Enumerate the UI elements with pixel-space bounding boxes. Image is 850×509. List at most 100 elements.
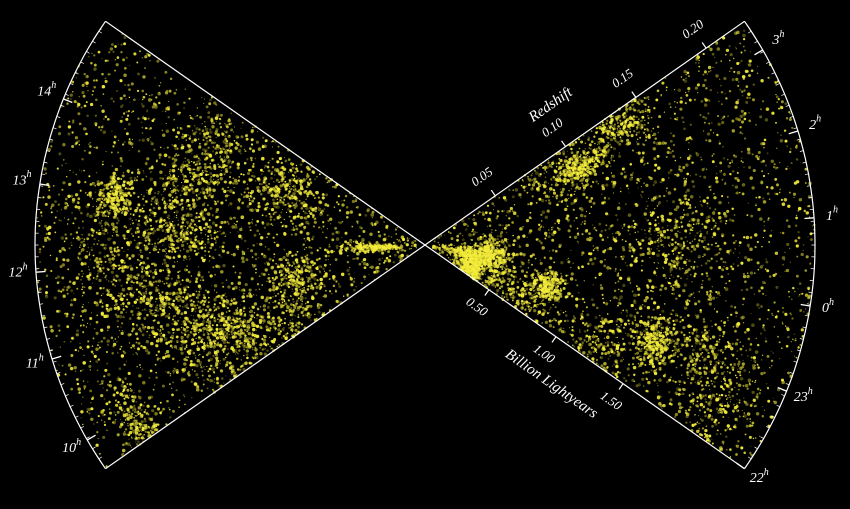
- galaxy-point: [389, 255, 391, 257]
- galaxy-point: [260, 236, 263, 239]
- galaxy-point: [239, 346, 241, 348]
- galaxy-point: [93, 86, 96, 89]
- galaxy-point: [215, 296, 217, 298]
- galaxy-point: [62, 181, 65, 184]
- galaxy-point: [113, 210, 116, 213]
- galaxy-point: [301, 311, 304, 314]
- galaxy-point: [350, 276, 351, 277]
- galaxy-point: [145, 288, 147, 290]
- galaxy-point: [125, 187, 127, 189]
- galaxy-point: [128, 439, 129, 440]
- galaxy-point: [148, 275, 150, 277]
- galaxy-point: [158, 279, 161, 282]
- galaxy-point: [169, 177, 171, 179]
- galaxy-point: [269, 345, 271, 347]
- galaxy-point: [239, 272, 242, 275]
- galaxy-point: [89, 269, 90, 270]
- galaxy-point: [181, 368, 184, 371]
- galaxy-point: [175, 136, 178, 139]
- galaxy-point: [146, 53, 149, 56]
- galaxy-point: [111, 223, 115, 227]
- galaxy-point: [228, 123, 230, 125]
- galaxy-point: [177, 342, 178, 343]
- galaxy-point: [277, 199, 279, 201]
- galaxy-point: [173, 256, 176, 259]
- galaxy-point: [233, 217, 235, 219]
- galaxy-point: [263, 323, 264, 324]
- galaxy-point: [138, 242, 140, 244]
- galaxy-point: [238, 330, 240, 332]
- galaxy-point: [136, 411, 138, 413]
- galaxy-point: [249, 202, 252, 205]
- galaxy-point: [123, 389, 126, 392]
- galaxy-point: [93, 229, 96, 232]
- galaxy-point: [198, 307, 200, 309]
- galaxy-point: [146, 257, 149, 260]
- galaxy-point: [272, 140, 274, 142]
- galaxy-point: [123, 422, 124, 423]
- galaxy-point: [190, 299, 192, 301]
- galaxy-point: [211, 237, 213, 239]
- galaxy-point: [96, 79, 98, 81]
- galaxy-point: [303, 260, 306, 263]
- galaxy-point: [236, 317, 238, 319]
- galaxy-point: [83, 95, 86, 98]
- galaxy-point: [146, 157, 149, 160]
- galaxy-point: [178, 111, 180, 113]
- galaxy-point: [159, 177, 162, 180]
- galaxy-point: [94, 328, 96, 330]
- galaxy-point: [165, 232, 166, 233]
- galaxy-point: [278, 146, 280, 148]
- galaxy-point: [192, 140, 194, 142]
- galaxy-point: [91, 351, 94, 354]
- galaxy-point: [80, 244, 82, 246]
- galaxy-point: [209, 308, 212, 311]
- galaxy-point: [67, 268, 69, 270]
- galaxy-point: [126, 57, 128, 59]
- galaxy-point: [141, 424, 144, 427]
- galaxy-point: [203, 323, 204, 324]
- galaxy-point: [141, 257, 143, 259]
- galaxy-point: [387, 250, 390, 253]
- galaxy-point: [230, 331, 232, 333]
- galaxy-point: [292, 272, 294, 274]
- galaxy-point: [246, 353, 249, 356]
- galaxy-point: [189, 259, 190, 260]
- galaxy-point: [290, 307, 292, 309]
- galaxy-point: [139, 50, 141, 52]
- galaxy-point: [352, 258, 354, 260]
- galaxy-point: [168, 250, 170, 252]
- galaxy-point: [73, 238, 74, 239]
- galaxy-point: [251, 221, 253, 223]
- galaxy-point: [118, 293, 119, 294]
- galaxy-point: [216, 332, 219, 335]
- galaxy-point: [345, 232, 348, 235]
- galaxy-point: [240, 153, 242, 155]
- galaxy-point: [202, 191, 203, 192]
- galaxy-point: [126, 238, 128, 240]
- galaxy-point: [301, 267, 304, 270]
- galaxy-point: [210, 234, 213, 237]
- galaxy-point: [107, 325, 110, 328]
- galaxy-point: [82, 286, 84, 288]
- galaxy-point: [130, 267, 133, 270]
- galaxy-point: [123, 186, 125, 188]
- galaxy-point: [195, 253, 198, 256]
- galaxy-point: [167, 274, 169, 276]
- galaxy-point: [89, 253, 91, 255]
- galaxy-point: [359, 263, 362, 266]
- galaxy-point: [98, 218, 99, 219]
- galaxy-point: [92, 198, 93, 199]
- galaxy-point: [132, 222, 134, 224]
- galaxy-point: [231, 300, 233, 302]
- galaxy-point: [206, 306, 208, 308]
- galaxy-point: [244, 349, 245, 350]
- galaxy-point: [354, 248, 356, 250]
- galaxy-point: [103, 196, 104, 197]
- galaxy-point: [316, 286, 319, 289]
- galaxy-point: [252, 321, 253, 322]
- galaxy-point: [112, 165, 114, 167]
- galaxy-point: [241, 365, 244, 368]
- galaxy-point: [62, 288, 65, 291]
- galaxy-point: [127, 287, 130, 290]
